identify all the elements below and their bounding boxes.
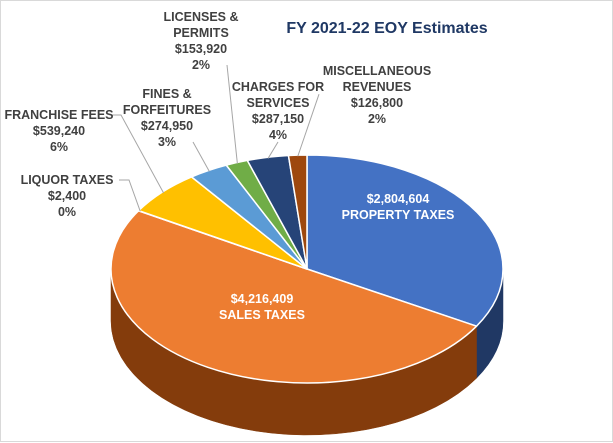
pie-tops xyxy=(110,154,504,384)
leader-line-fines-and-forfeitures xyxy=(192,141,210,172)
data-label-charges-for-services: CHARGES FOR SERVICES $287,150 4% xyxy=(232,80,324,142)
data-label-franchise-fees: FRANCHISE FEES $539,240 6% xyxy=(4,108,113,154)
leader-lines xyxy=(111,64,320,212)
chart-title: FY 2021-22 EOY Estimates xyxy=(286,20,487,37)
leader-line-charges-for-services xyxy=(267,141,279,159)
data-label-miscellaneous-revenues: MISCELLANEOUS REVENUES $126,800 2% xyxy=(323,64,431,126)
leader-line-liquor-taxes xyxy=(119,179,141,212)
pie-slice-property-taxes xyxy=(306,154,504,327)
leader-line-miscellaneous-revenues xyxy=(297,94,320,157)
pie-slice-sales-taxes xyxy=(110,210,478,384)
leader-line-franchise-fees xyxy=(111,114,165,194)
leader-line-licenses-and-permits xyxy=(226,64,238,164)
data-label-fines-and-forfeitures: FINES & FORFEITURES $274,950 3% xyxy=(123,87,211,149)
data-label-sales-taxes: $4,216,409 SALES TAXES xyxy=(219,292,305,322)
data-label-liquor-taxes: LIQUOR TAXES $2,400 0% xyxy=(21,173,114,219)
data-label-licenses-and-permits: LICENSES & PERMITS $153,920 2% xyxy=(163,10,238,72)
data-label-property-taxes: $2,804,604 PROPERTY TAXES xyxy=(342,192,455,222)
data-labels: $2,804,604 PROPERTY TAXES $4,216,409 SALES … xyxy=(4,10,454,322)
